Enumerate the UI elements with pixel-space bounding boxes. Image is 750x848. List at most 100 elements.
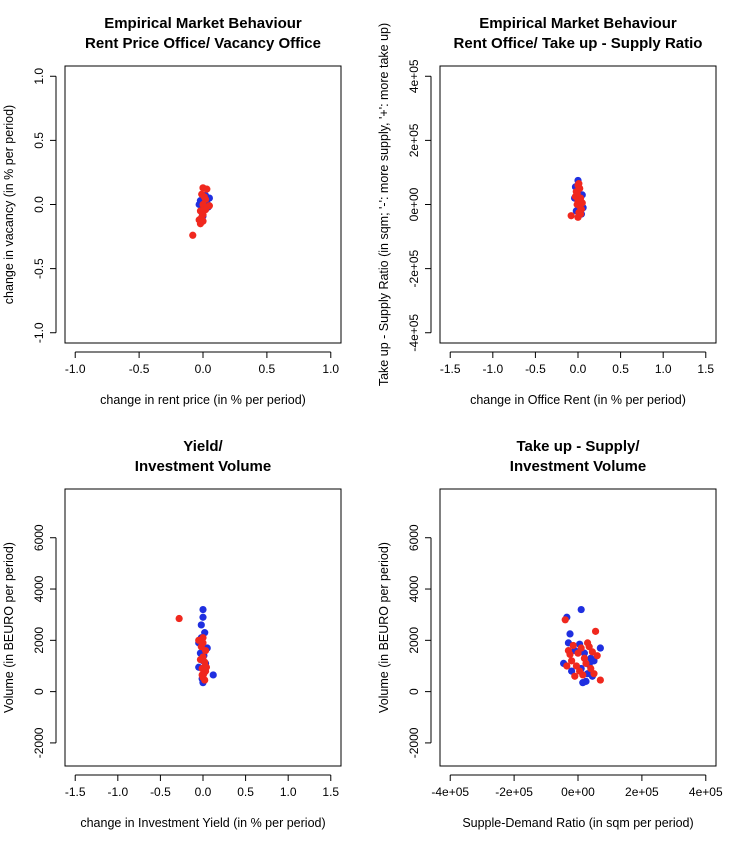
scatter-series-2 bbox=[561, 616, 604, 684]
x-tick-label: 1.0 bbox=[322, 362, 339, 376]
chart-title-line-1: Take up - Supply/ bbox=[516, 438, 640, 455]
scatter-point bbox=[196, 655, 205, 664]
scatter-point bbox=[199, 217, 207, 225]
y-tick-label: 6000 bbox=[32, 524, 46, 551]
scatter-point bbox=[200, 193, 208, 201]
scatter-point bbox=[590, 670, 598, 678]
x-tick-label: 0.0 bbox=[570, 362, 587, 376]
y-tick-label: -0.5 bbox=[32, 258, 46, 279]
x-axis-label: change in Investment Yield (in % per per… bbox=[80, 816, 325, 830]
scatter-point bbox=[203, 185, 211, 193]
x-tick-label: -1.0 bbox=[65, 362, 86, 376]
x-tick-label: 1.5 bbox=[322, 785, 339, 799]
y-tick-label: 4e+05 bbox=[407, 59, 421, 93]
scatter-point bbox=[587, 664, 595, 673]
y-tick-label: 0e+00 bbox=[407, 187, 421, 221]
y-axis-label: Volume (in BEURO per period) bbox=[2, 542, 16, 713]
x-tick-label: -0.5 bbox=[525, 362, 546, 376]
x-tick-label: -1.0 bbox=[107, 785, 128, 799]
x-axis-label: change in Office Rent (in % per period) bbox=[470, 393, 686, 407]
chart-panel-1: Empirical Market Behaviour Rent Price Off… bbox=[2, 15, 342, 407]
scatter-point bbox=[572, 662, 581, 670]
scatter-point bbox=[593, 652, 601, 660]
y-axis-label: Volume (in BEURO per period) bbox=[377, 542, 391, 713]
y-tick-label: -1.0 bbox=[32, 322, 46, 343]
y-axis-label: Take up - Supply Ratio (in sqm; '-': mor… bbox=[377, 23, 391, 386]
chart-title-line-2: Investment Volume bbox=[510, 458, 646, 475]
chart-title-line-1: Empirical Market Behaviour bbox=[104, 15, 302, 32]
y-tick-label: 0.5 bbox=[32, 132, 46, 149]
y-tick-label: 1.0 bbox=[32, 68, 46, 85]
chart-title-line-1: Yield/ bbox=[183, 438, 223, 455]
y-tick-label: -2e+05 bbox=[407, 249, 421, 287]
x-tick-label: 0.5 bbox=[612, 362, 629, 376]
chart-title-line-2: Investment Volume bbox=[135, 458, 271, 475]
plot-frame bbox=[439, 65, 717, 344]
scatter-series-2 bbox=[567, 180, 586, 221]
scatter-series-2 bbox=[175, 614, 211, 684]
x-tick-label: 0e+00 bbox=[561, 785, 595, 799]
scatter-point bbox=[566, 630, 574, 638]
y-tick-label: 4000 bbox=[32, 575, 46, 602]
x-axis-label: Supple-Demand Ratio (in sqm per period) bbox=[462, 816, 693, 830]
scatter-point bbox=[591, 627, 600, 635]
scatter-point bbox=[197, 621, 205, 629]
x-tick-label: -2e+05 bbox=[495, 785, 533, 799]
scatter-point bbox=[566, 650, 574, 659]
y-tick-label: 4000 bbox=[407, 575, 421, 602]
y-tick-label: 0.0 bbox=[32, 196, 46, 213]
scatter-point bbox=[199, 634, 207, 642]
scatter-point bbox=[199, 613, 207, 621]
x-tick-label: -1.0 bbox=[482, 362, 503, 376]
y-axis-label: change in vacancy (in % per period) bbox=[2, 105, 16, 304]
y-tick-label: -2000 bbox=[407, 727, 421, 758]
scatter-point bbox=[574, 649, 582, 657]
scatter-point bbox=[201, 646, 210, 655]
chart-title-line-2: Rent Price Office/ Vacancy Office bbox=[85, 35, 321, 52]
scatter-point bbox=[580, 649, 588, 657]
chart-panel-2: Empirical Market Behaviour Rent Office/ T… bbox=[377, 15, 717, 407]
scatter-point bbox=[576, 210, 585, 218]
scatter-point bbox=[567, 212, 575, 220]
scatter-point bbox=[578, 199, 586, 207]
scatter-point bbox=[561, 616, 569, 624]
scatter-point bbox=[577, 644, 585, 652]
x-tick-label: 0.0 bbox=[195, 785, 212, 799]
x-tick-label: -4e+05 bbox=[431, 785, 469, 799]
y-tick-label: 2000 bbox=[32, 627, 46, 654]
x-tick-label: 4e+05 bbox=[689, 785, 723, 799]
x-tick-label: -1.5 bbox=[440, 362, 461, 376]
scatter-point bbox=[596, 644, 604, 652]
scatter-point bbox=[199, 639, 207, 647]
y-tick-label: 2e+05 bbox=[407, 123, 421, 157]
scatter-point bbox=[577, 605, 585, 614]
scatter-point bbox=[209, 671, 217, 679]
scatter-point bbox=[596, 676, 604, 684]
x-tick-label: 0.5 bbox=[259, 362, 276, 376]
scatter-point bbox=[582, 659, 590, 668]
plot-frame bbox=[439, 488, 717, 767]
scatter-point bbox=[568, 657, 576, 665]
scatter-point bbox=[201, 206, 210, 214]
scatter-point bbox=[590, 657, 598, 665]
scatter-point bbox=[579, 679, 587, 687]
plot-frame bbox=[64, 488, 342, 767]
x-tick-label: 1.0 bbox=[655, 362, 672, 376]
x-tick-label: 1.5 bbox=[697, 362, 714, 376]
scatter-point bbox=[175, 614, 183, 623]
chart-title-line-1: Empirical Market Behaviour bbox=[479, 15, 677, 32]
scatter-point bbox=[568, 667, 576, 675]
y-tick-label: 6000 bbox=[407, 524, 421, 551]
y-tick-label: 0 bbox=[32, 688, 46, 695]
chart-panel-3: Yield/Investment Volume -1.5 -1.0 -0.5 0.0 0.… bbox=[2, 438, 342, 830]
y-tick-label: -2000 bbox=[32, 727, 46, 758]
scatter-point bbox=[588, 648, 596, 656]
scatter-point bbox=[575, 180, 583, 188]
x-tick-label: 2e+05 bbox=[625, 785, 659, 799]
scatter-point bbox=[563, 662, 571, 670]
x-axis-label: change in rent price (in % per period) bbox=[100, 393, 306, 407]
scatter-point bbox=[585, 643, 593, 651]
scatter-point bbox=[198, 671, 206, 679]
x-tick-label: -0.5 bbox=[129, 362, 150, 376]
